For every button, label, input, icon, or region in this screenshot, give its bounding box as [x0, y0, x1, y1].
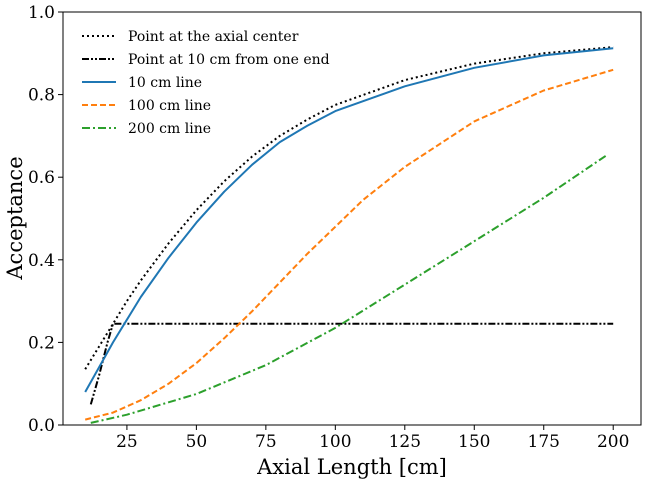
legend-label-1: Point at the axial center: [128, 29, 299, 45]
y-tick-label: 0.2: [28, 333, 55, 353]
series-line-5: [90, 153, 609, 424]
legend: Point at the axial center Point at 10 cm …: [82, 29, 330, 137]
y-tick-label: 1.0: [28, 3, 55, 23]
legend-label-3: 10 cm line: [128, 75, 202, 91]
y-tick-label: 0.4: [28, 251, 55, 271]
plot-lines: [84, 46, 614, 424]
x-axis-ticks: 25 50 75 100 125 150 175 200: [116, 425, 629, 452]
legend-label-4: 100 cm line: [128, 98, 211, 114]
legend-label-2: Point at 10 cm from one end: [128, 52, 330, 68]
y-axis-label: Acceptance: [3, 156, 27, 280]
x-tick-label: 75: [255, 432, 277, 452]
x-axis-label: Axial Length [cm]: [256, 455, 447, 479]
x-tick-label: 150: [458, 432, 490, 452]
y-axis-ticks: 0.0 0.2 0.4 0.6 0.8 1.0: [28, 3, 63, 436]
x-tick-label: 100: [319, 432, 351, 452]
x-tick-label: 200: [597, 432, 629, 452]
x-tick-label: 175: [528, 432, 560, 452]
series-line-3: [84, 47, 614, 393]
y-tick-label: 0.8: [28, 86, 55, 106]
y-tick-label: 0.0: [28, 416, 55, 436]
x-tick-label: 50: [186, 432, 208, 452]
x-tick-label: 25: [116, 432, 138, 452]
y-tick-label: 0.6: [28, 168, 55, 188]
plot-frame: [62, 11, 642, 426]
legend-label-5: 200 cm line: [128, 121, 211, 137]
x-tick-label: 125: [389, 432, 421, 452]
series-line-1: [84, 46, 614, 370]
